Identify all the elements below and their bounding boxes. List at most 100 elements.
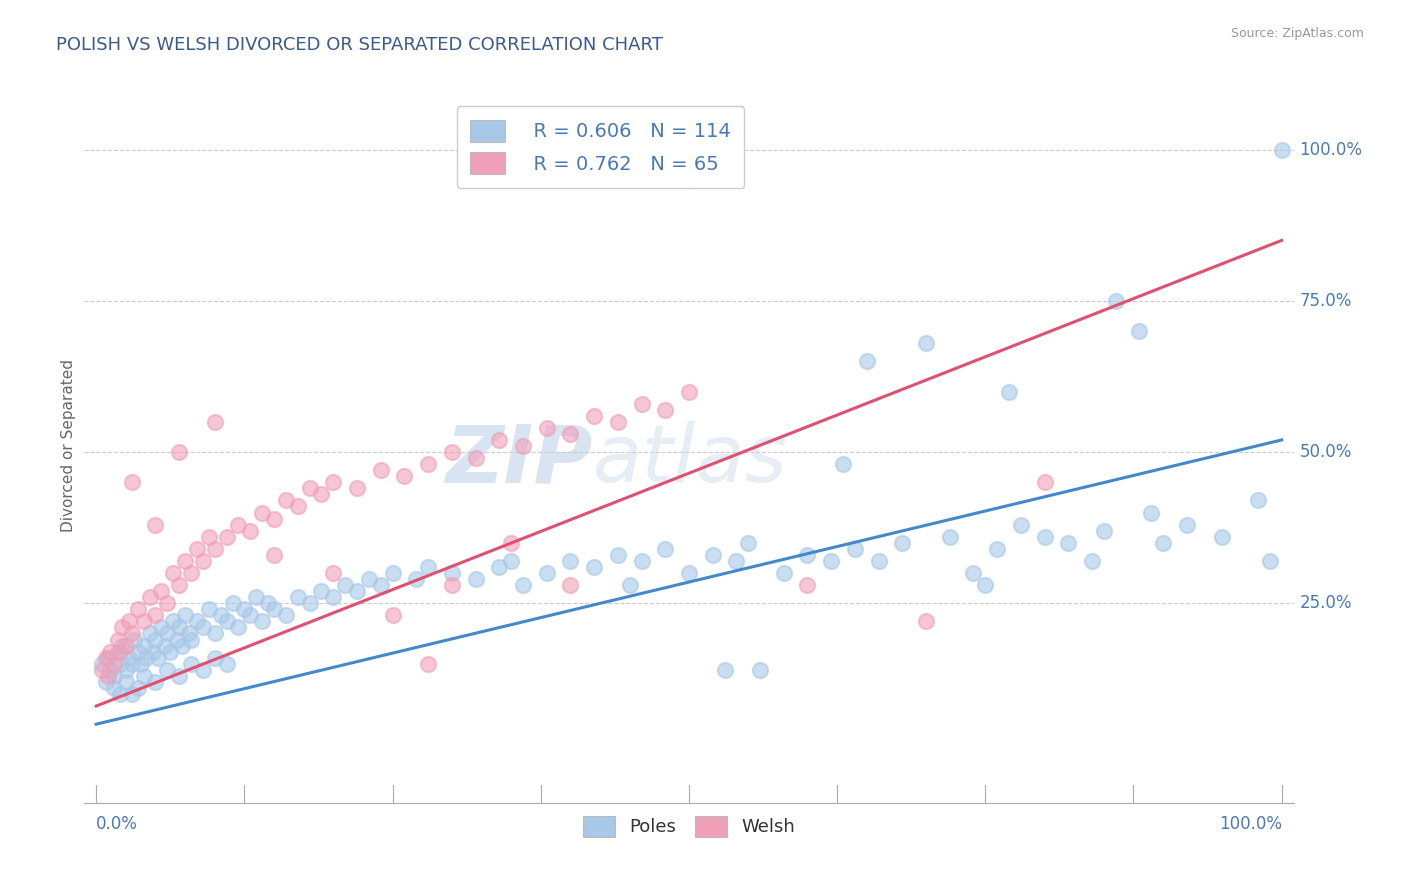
Point — [418, 657, 440, 671]
Text: 100.0%: 100.0% — [1299, 141, 1362, 159]
Point — [381, 566, 404, 580]
Point — [198, 530, 221, 544]
Point — [855, 354, 877, 368]
Text: POLISH VS WELSH DIVORCED OR SEPARATED CORRELATION CHART: POLISH VS WELSH DIVORCED OR SEPARATED CO… — [56, 36, 664, 54]
Point — [1033, 530, 1056, 544]
Point — [1258, 554, 1281, 568]
Point — [868, 554, 890, 568]
Point — [100, 663, 122, 677]
Point — [311, 584, 333, 599]
Point — [215, 657, 238, 671]
Point — [1211, 530, 1233, 544]
Point — [678, 566, 700, 580]
Point — [464, 451, 486, 466]
Point — [1128, 324, 1150, 338]
Point — [891, 535, 914, 549]
Point — [150, 620, 173, 634]
Point — [127, 645, 149, 659]
Point — [405, 572, 427, 586]
Point — [737, 535, 759, 549]
Point — [250, 615, 273, 629]
Point — [215, 615, 238, 629]
Point — [1271, 143, 1294, 157]
Point — [654, 541, 676, 556]
Point — [678, 173, 700, 187]
Point — [630, 554, 652, 568]
Point — [915, 615, 938, 629]
Point — [440, 578, 463, 592]
Point — [177, 626, 200, 640]
Point — [198, 602, 221, 616]
Point — [191, 620, 214, 634]
Point — [464, 572, 486, 586]
Point — [796, 548, 818, 562]
Point — [122, 632, 145, 647]
Point — [180, 566, 202, 580]
Point — [167, 578, 190, 592]
Point — [820, 554, 842, 568]
Point — [145, 674, 167, 689]
Point — [191, 663, 214, 677]
Point — [138, 626, 160, 640]
Point — [440, 445, 463, 459]
Point — [150, 584, 173, 599]
Point — [560, 578, 582, 592]
Point — [1140, 506, 1163, 520]
Point — [159, 645, 181, 659]
Point — [250, 506, 273, 520]
Point — [512, 439, 534, 453]
Point — [1175, 517, 1198, 532]
Point — [298, 481, 321, 495]
Point — [322, 566, 344, 580]
Point — [844, 541, 866, 556]
Point — [560, 554, 582, 568]
Point — [162, 566, 184, 580]
Point — [186, 615, 208, 629]
Point — [287, 500, 309, 514]
Point — [167, 620, 190, 634]
Point — [132, 639, 155, 653]
Point — [204, 541, 226, 556]
Point — [1081, 554, 1104, 568]
Point — [132, 669, 155, 683]
Point — [115, 674, 138, 689]
Point — [111, 620, 134, 634]
Y-axis label: Divorced or Separated: Divorced or Separated — [60, 359, 76, 533]
Point — [488, 433, 510, 447]
Point — [1057, 535, 1080, 549]
Point — [488, 560, 510, 574]
Point — [263, 602, 285, 616]
Point — [204, 415, 226, 429]
Point — [274, 608, 297, 623]
Point — [233, 602, 256, 616]
Point — [394, 469, 416, 483]
Point — [174, 608, 197, 623]
Point — [986, 541, 1008, 556]
Point — [228, 517, 250, 532]
Point — [228, 620, 250, 634]
Point — [209, 608, 232, 623]
Point — [239, 524, 262, 538]
Point — [156, 626, 179, 640]
Point — [287, 590, 309, 604]
Point — [606, 548, 628, 562]
Point — [127, 681, 149, 695]
Text: ZIP: ZIP — [444, 421, 592, 500]
Point — [298, 596, 321, 610]
Point — [998, 384, 1021, 399]
Point — [138, 590, 160, 604]
Point — [915, 336, 938, 351]
Point — [180, 657, 202, 671]
Point — [94, 650, 117, 665]
Point — [180, 632, 202, 647]
Point — [263, 548, 285, 562]
Point — [619, 578, 641, 592]
Point — [346, 481, 368, 495]
Point — [370, 578, 392, 592]
Point — [108, 657, 131, 671]
Point — [170, 639, 193, 653]
Legend: Poles, Welsh: Poles, Welsh — [575, 808, 803, 844]
Point — [501, 535, 523, 549]
Point — [440, 566, 463, 580]
Point — [832, 457, 855, 471]
